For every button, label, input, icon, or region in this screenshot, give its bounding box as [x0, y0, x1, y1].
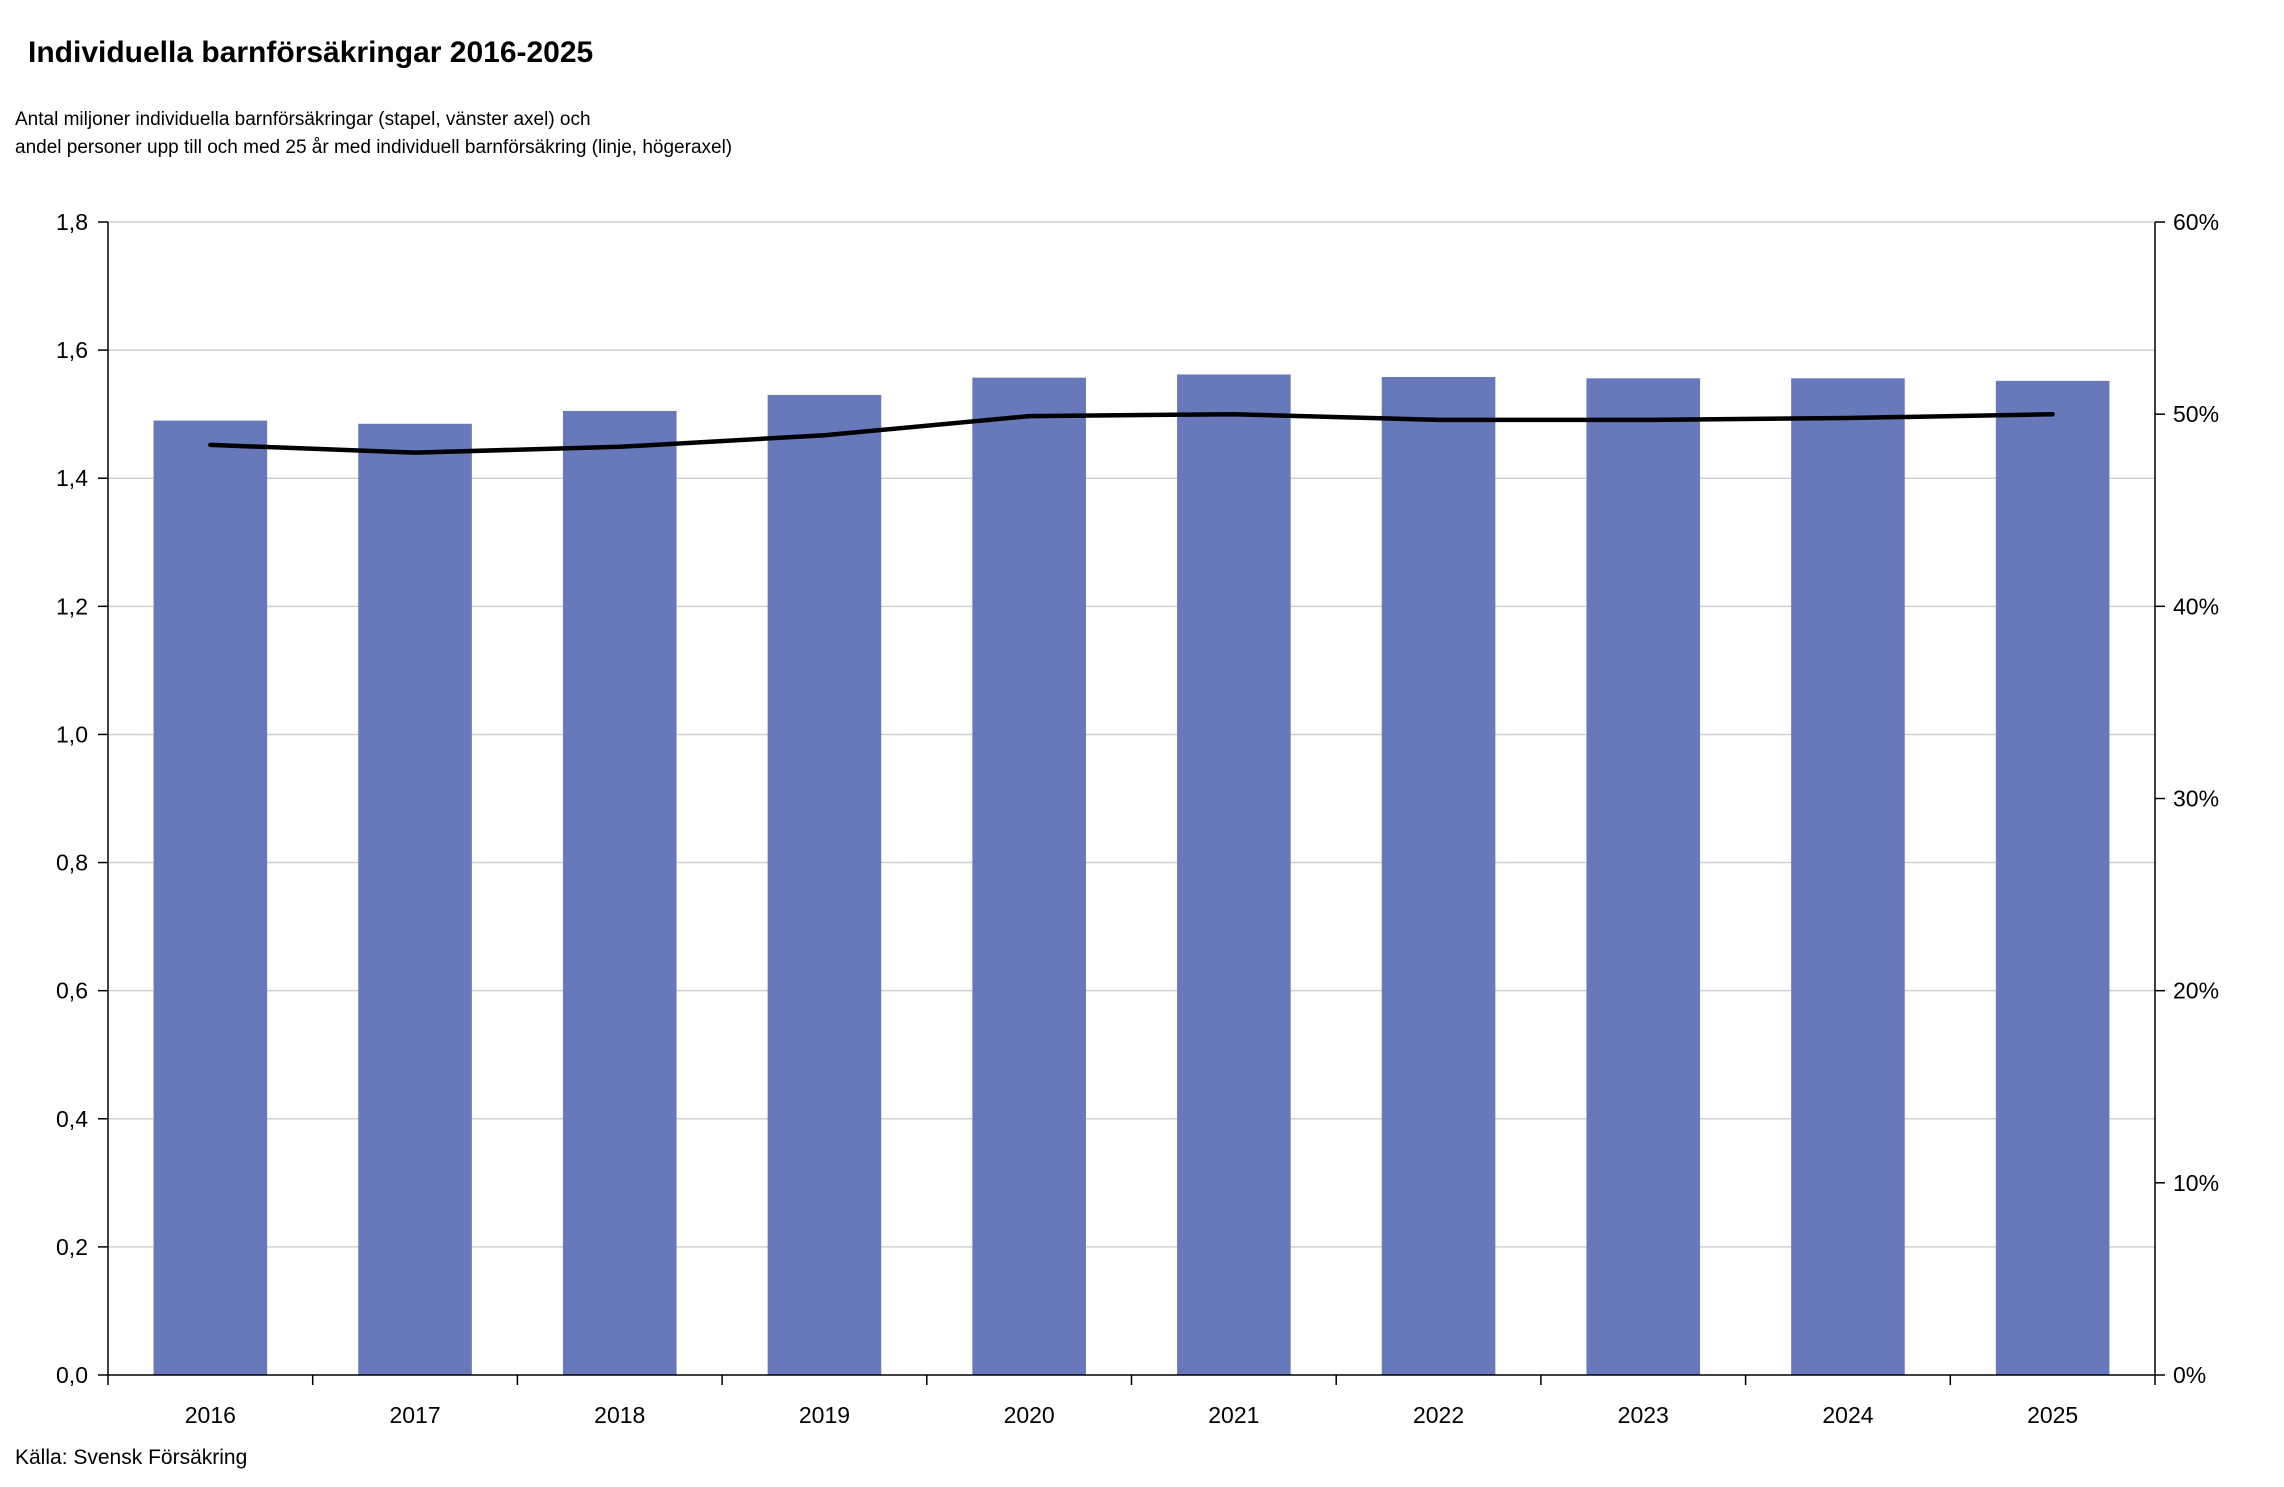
chart-title: Individuella barnförsäkringar 2016-2025	[28, 36, 594, 69]
right-axis-tick-label: 40%	[2173, 593, 2219, 619]
bar	[1177, 374, 1291, 1375]
bar	[1586, 378, 1701, 1376]
x-axis-tick-label: 2023	[1618, 1402, 1669, 1428]
right-axis-tick-label: 0%	[2173, 1362, 2206, 1388]
bar-series	[153, 374, 2110, 1376]
left-axis-tick-label: 0,6	[56, 978, 88, 1004]
line-series	[208, 411, 2055, 455]
left-axis-tick-label: 0,2	[56, 1234, 88, 1260]
line-series-path	[208, 411, 2055, 455]
bar	[153, 420, 268, 1375]
left-axis-tick-label: 0,0	[56, 1362, 88, 1388]
subtitle-line-1: Antal miljoner individuella barnförsäkri…	[15, 109, 591, 130]
right-axis-tick-label: 10%	[2173, 1170, 2219, 1196]
bar	[1995, 380, 2110, 1375]
left-axis-tick-label: 0,8	[56, 850, 88, 876]
x-axis-tick-label: 2019	[799, 1402, 850, 1428]
right-axis-tick-label: 20%	[2173, 978, 2219, 1004]
x-axis-tick-label: 2018	[594, 1402, 645, 1428]
x-axis-tick-label: 2024	[1822, 1402, 1873, 1428]
x-axis-tick-label: 2020	[1004, 1402, 1055, 1428]
right-axis-tick-label: 60%	[2173, 209, 2219, 235]
left-axis-tick-label: 1,8	[56, 209, 88, 235]
x-axis-tick-label: 2016	[185, 1402, 236, 1428]
chart-source: Källa: Svensk Försäkring	[15, 1446, 248, 1469]
chart-subtitle: Antal miljoner individuella barnförsäkri…	[15, 106, 732, 162]
x-axis-tick-label: 2025	[2027, 1402, 2078, 1428]
x-axis-tick-label: 2021	[1208, 1402, 1259, 1428]
left-axis-tick-label: 1,2	[56, 593, 88, 619]
bar	[1791, 378, 1905, 1376]
bar	[767, 394, 882, 1375]
left-axis-tick-label: 0,4	[56, 1106, 88, 1132]
bar	[358, 423, 472, 1375]
left-axis-tick-label: 1,6	[56, 337, 88, 363]
bar	[972, 377, 1086, 1375]
x-axis-tick-label: 2017	[389, 1402, 440, 1428]
bar	[562, 410, 677, 1376]
right-axis-tick-label: 30%	[2173, 786, 2219, 812]
left-axis-tick-label: 1,4	[56, 465, 88, 491]
bar	[1381, 377, 1496, 1376]
axes	[98, 221, 2165, 1385]
tick-labels: 0,0 0,2 0,4 0,6 0,8 1,0 1,2 1,4 1,6 1,8 0% 10% 20% 30…	[56, 209, 2219, 1428]
x-axis-tick-label: 2022	[1413, 1402, 1464, 1428]
subtitle-line-2: andel personer upp till och med 25 år me…	[15, 137, 733, 158]
right-axis-tick-label: 50%	[2173, 401, 2219, 427]
left-axis-tick-label: 1,0	[56, 721, 88, 747]
